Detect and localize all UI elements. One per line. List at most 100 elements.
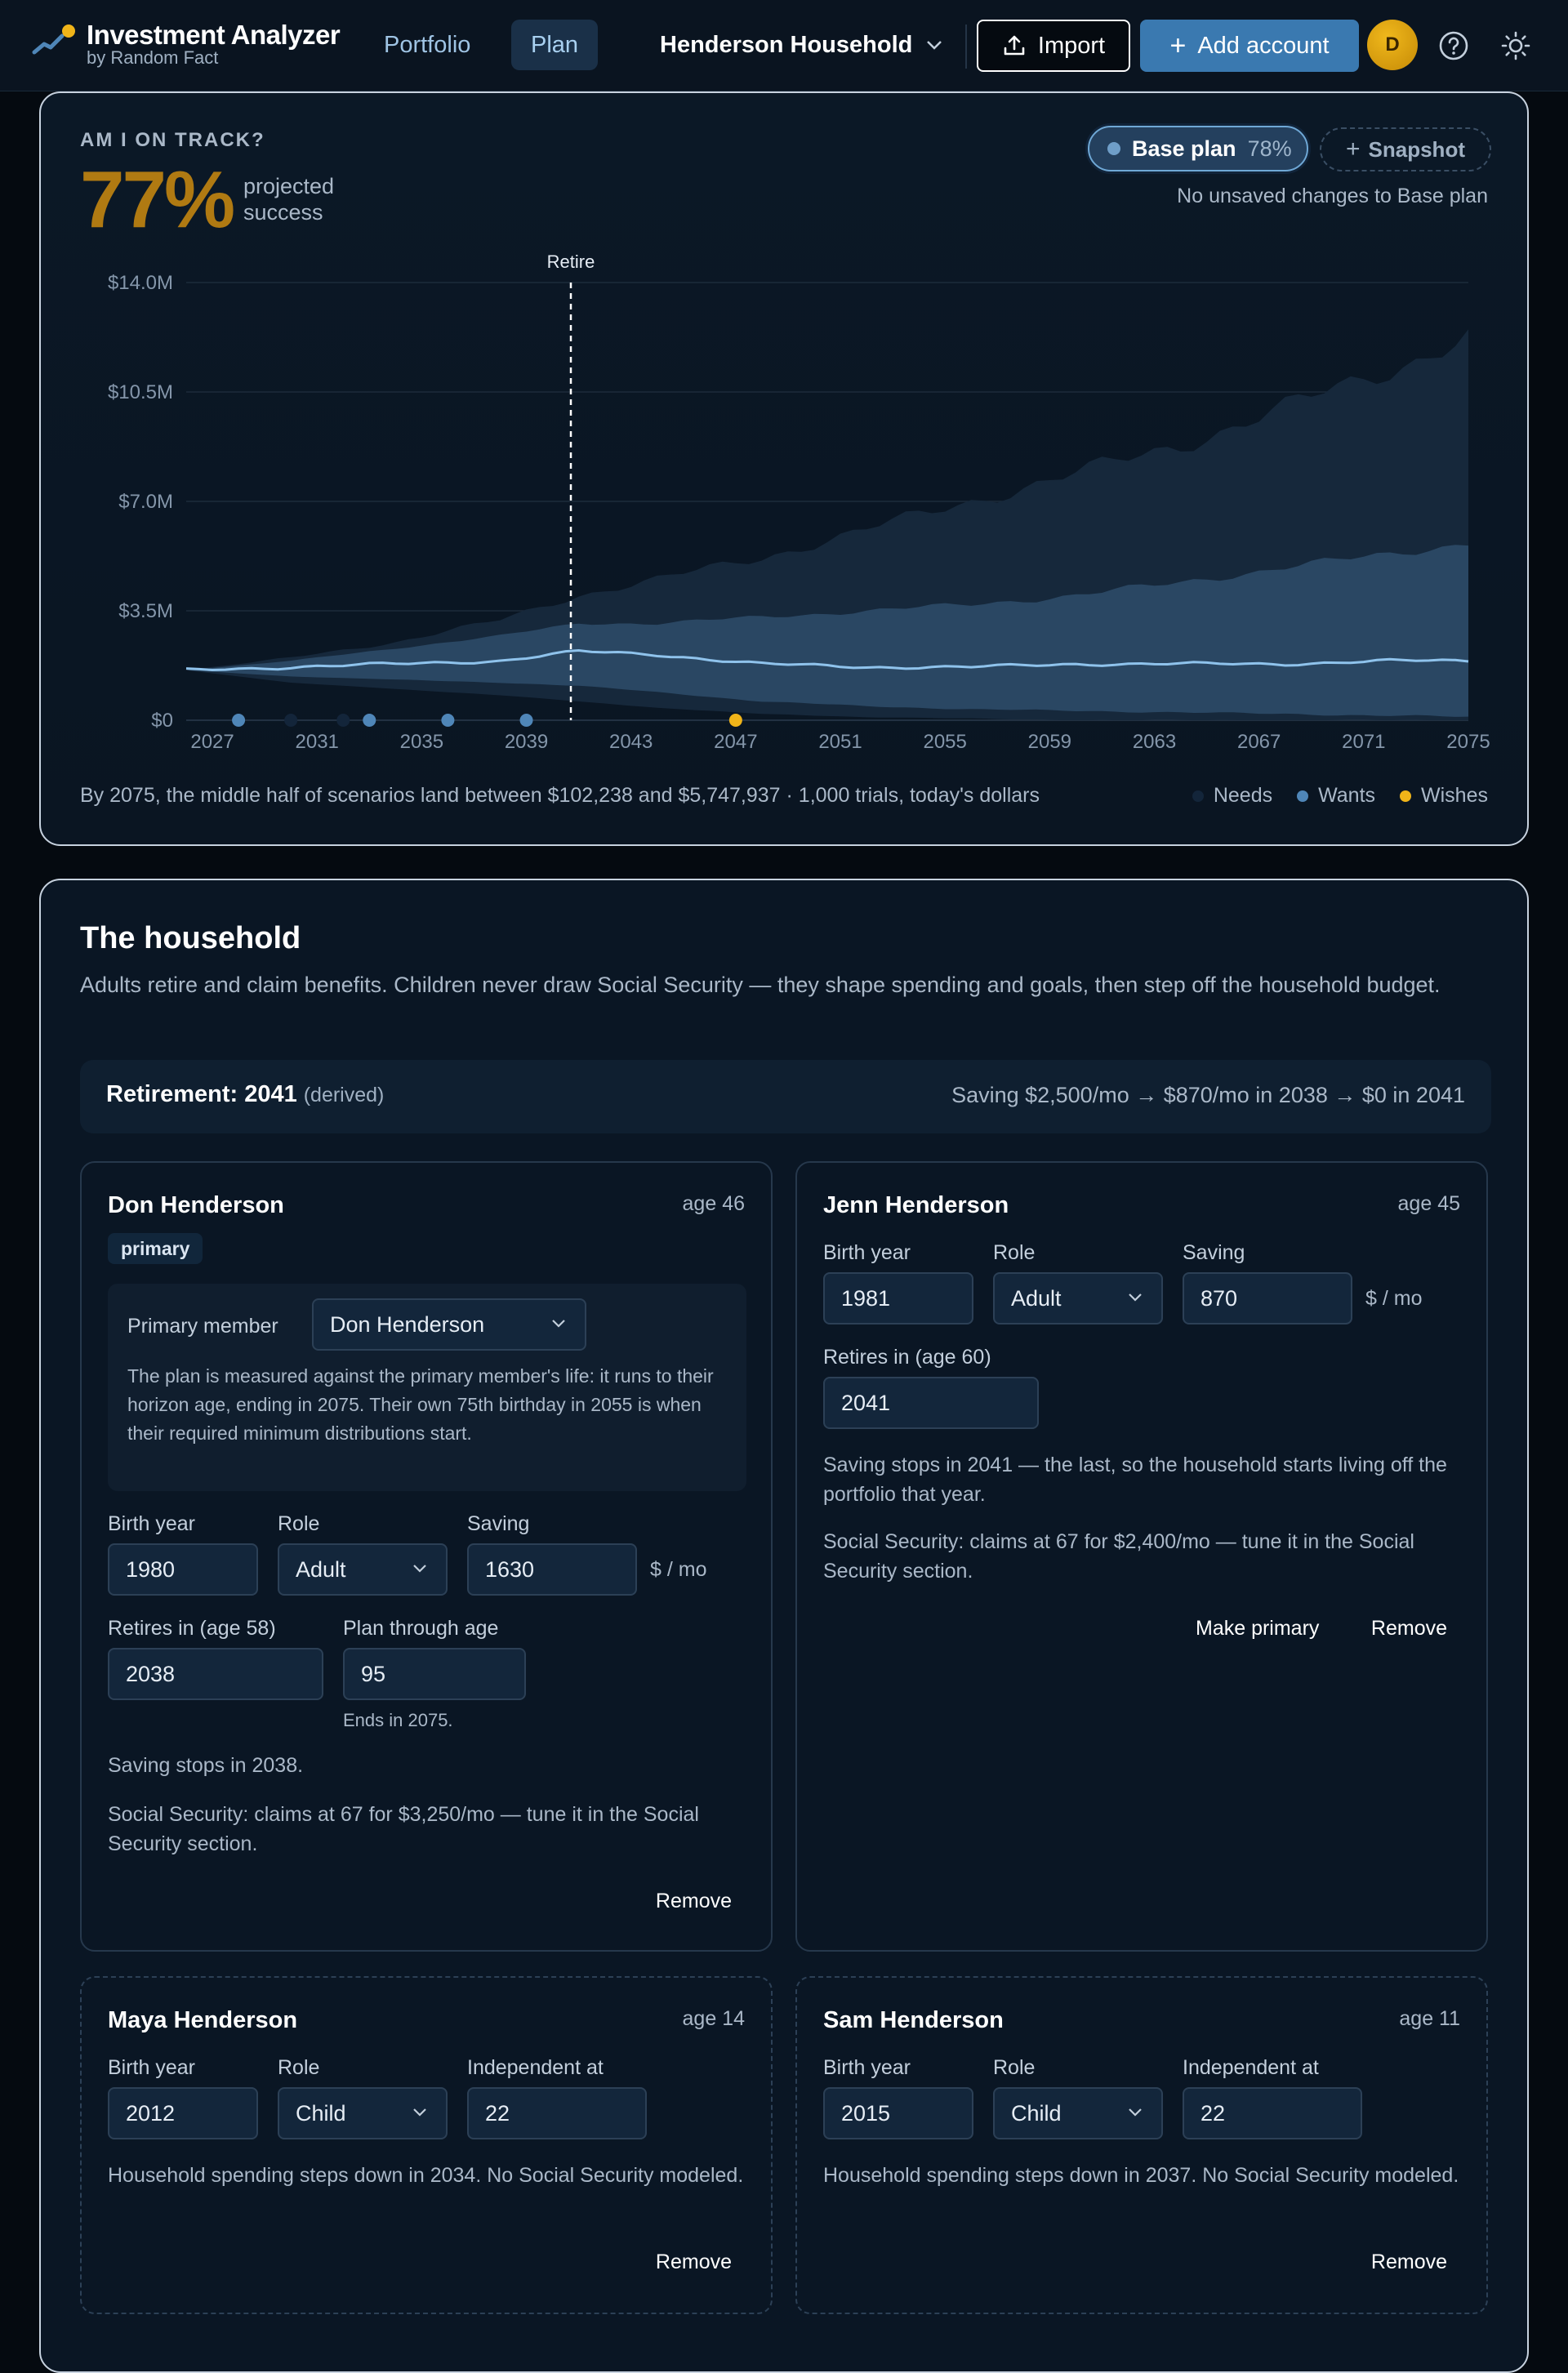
member-card-don: Don Henderson age 46 primary Primary mem… — [80, 1161, 773, 1952]
role-label: Role — [993, 1241, 1036, 1264]
saving-summary: Saving $2,500/mo → $870/mo in 2038 → $0 … — [951, 1083, 1465, 1107]
avatar[interactable]: D — [1367, 20, 1418, 70]
x-tick-label: 2043 — [609, 731, 653, 753]
nav-divider — [965, 24, 967, 69]
role-select[interactable]: Adult — [278, 1543, 448, 1596]
legend-needs-label: Needs — [1213, 784, 1273, 807]
brand-logo-icon — [32, 24, 75, 55]
role-select[interactable]: Adult — [993, 1272, 1163, 1325]
on-track-label: AM I ON TRACK? — [80, 129, 265, 151]
base-plan-dot-icon — [1107, 142, 1120, 155]
legend-wishes-dot — [1400, 790, 1412, 802]
y-tick-label: $7.0M — [118, 491, 173, 513]
success-caption-line1: projected — [243, 174, 335, 198]
per-month-unit: $ / mo — [1365, 1287, 1423, 1310]
base-plan-label: Base plan — [1132, 136, 1236, 161]
saving-label: Saving — [467, 1512, 530, 1535]
saving-field[interactable]: 1630 — [467, 1543, 637, 1596]
goal-marker-wants — [441, 714, 455, 727]
snapshot-button[interactable]: + Snapshot — [1320, 127, 1491, 171]
independent-at-field[interactable]: 22 — [467, 2087, 647, 2139]
saving-note: Saving stops in 2038. — [108, 1754, 304, 1777]
member-age: age 45 — [1397, 1192, 1460, 1215]
role-value: Adult — [296, 1556, 346, 1582]
x-tick-label: 2071 — [1342, 731, 1385, 753]
legend-wishes-label: Wishes — [1421, 784, 1488, 807]
role-select[interactable]: Child — [993, 2087, 1163, 2139]
household-select-label: Henderson Household — [660, 31, 913, 58]
x-tick-label: 2075 — [1446, 731, 1490, 753]
goal-marker-needs — [284, 714, 298, 727]
remove-button[interactable]: Remove — [655, 1890, 732, 1912]
household-description: Adults retire and claim benefits. Childr… — [80, 973, 1441, 997]
x-tick-label: 2035 — [400, 731, 443, 753]
per-month-unit: $ / mo — [650, 1558, 707, 1581]
birth-year-field[interactable]: 1981 — [823, 1272, 973, 1325]
role-value: Child — [296, 2100, 346, 2126]
chevron-down-icon — [413, 1565, 426, 1573]
x-tick-label: 2031 — [296, 731, 339, 753]
goal-marker-wants — [232, 714, 246, 727]
saving-field[interactable]: 870 — [1183, 1272, 1352, 1325]
success-percentage: 77% — [80, 154, 235, 244]
legend-wants: Wants — [1297, 784, 1375, 808]
member-card-sam: Sam Henderson age 11 Birth year Role Ind… — [795, 1976, 1488, 2314]
theme-toggle-sun-icon[interactable] — [1498, 28, 1534, 64]
primary-member-note: The plan is measured against the primary… — [127, 1365, 714, 1444]
projection-chart: $0 $3.5M $7.0M $10.5M $14.0M 2027 2031 2035 2039… — [108, 252, 1490, 753]
on-track-card: AM I ON TRACK? 77% projected success Bas… — [39, 91, 1529, 846]
make-primary-button[interactable]: Make primary — [1196, 1617, 1320, 1640]
help-icon[interactable] — [1436, 28, 1472, 64]
tab-portfolio[interactable]: Portfolio — [384, 31, 471, 58]
remove-button[interactable]: Remove — [1370, 1617, 1447, 1640]
retirement-derived: (derived) — [303, 1084, 385, 1106]
import-label: Import — [1037, 32, 1106, 59]
goal-marker-wishes — [728, 714, 742, 727]
brand[interactable]: Investment Analyzer by Random Fact — [31, 20, 341, 67]
member-name: Jenn Henderson — [823, 1192, 1009, 1218]
add-account-button[interactable]: + Add account — [1140, 20, 1359, 72]
plan-through-field[interactable]: 95 — [343, 1648, 526, 1700]
independent-at-label: Independent at — [467, 2056, 604, 2079]
legend-wants-label: Wants — [1318, 784, 1376, 807]
legend-wishes: Wishes — [1400, 784, 1488, 808]
retires-label: Retires in (age 58) — [108, 1617, 276, 1640]
x-tick-label: 2063 — [1133, 731, 1176, 753]
retires-field[interactable]: 2041 — [823, 1377, 1039, 1429]
birth-year-label: Birth year — [823, 1241, 911, 1264]
birth-year-field[interactable]: 1980 — [108, 1543, 258, 1596]
primary-member-label: Primary member — [127, 1315, 278, 1338]
inner-band-p25-p75 — [186, 545, 1468, 717]
retires-field[interactable]: 2038 — [108, 1648, 323, 1700]
legend-wants-dot — [1297, 790, 1309, 802]
member-name: Sam Henderson — [823, 2007, 1004, 2033]
base-plan-chip[interactable]: Base plan 78% — [1088, 126, 1308, 171]
member-card-jenn: Jenn Henderson age 45 Birth year Role Sa… — [795, 1161, 1488, 1952]
role-select[interactable]: Child — [278, 2087, 448, 2139]
x-tick-label: 2055 — [923, 731, 966, 753]
tab-plan[interactable]: Plan — [511, 20, 599, 70]
role-value: Adult — [1011, 1285, 1062, 1311]
top-bar: Investment Analyzer by Random Fact Portf… — [0, 0, 1568, 91]
primary-badge: primary — [108, 1233, 203, 1264]
household-select[interactable]: Henderson Household — [660, 26, 943, 64]
chevron-down-icon — [1129, 2108, 1142, 2117]
x-tick-label: 2059 — [1028, 731, 1071, 753]
brand-name: Investment Analyzer — [87, 20, 341, 50]
independent-at-field[interactable]: 22 — [1183, 2087, 1362, 2139]
remove-button[interactable]: Remove — [655, 2251, 732, 2273]
plus-icon: + — [1169, 30, 1187, 61]
legend-needs: Needs — [1192, 784, 1272, 808]
goal-marker-needs — [336, 714, 350, 727]
import-button[interactable]: Import — [977, 20, 1130, 72]
birth-year-field[interactable]: 2015 — [823, 2087, 973, 2139]
child-note: Household spending steps down in 2034. N… — [108, 2164, 744, 2187]
household-card: The household Adults retire and claim be… — [39, 879, 1529, 2373]
birth-year-field[interactable]: 2012 — [108, 2087, 258, 2139]
remove-button[interactable]: Remove — [1370, 2251, 1447, 2273]
retire-label: Retire — [547, 252, 595, 272]
chevron-down-icon — [927, 41, 942, 50]
x-tick-label: 2067 — [1237, 731, 1281, 753]
member-age: age 14 — [682, 2007, 745, 2030]
primary-member-select[interactable]: Don Henderson — [312, 1298, 586, 1351]
